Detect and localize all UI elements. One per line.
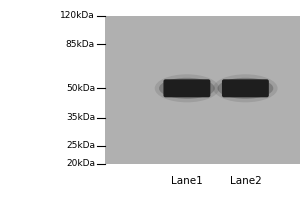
Text: Lane2: Lane2 bbox=[230, 176, 261, 186]
Ellipse shape bbox=[213, 74, 278, 102]
Text: Lane1: Lane1 bbox=[171, 176, 203, 186]
Bar bbox=[105, 16, 300, 164]
Text: 50kDa: 50kDa bbox=[66, 84, 95, 93]
Ellipse shape bbox=[159, 78, 215, 99]
Text: 120kDa: 120kDa bbox=[60, 11, 95, 21]
Text: 25kDa: 25kDa bbox=[66, 141, 95, 150]
Text: 20kDa: 20kDa bbox=[66, 160, 95, 168]
Text: 35kDa: 35kDa bbox=[66, 113, 95, 122]
FancyBboxPatch shape bbox=[222, 79, 269, 97]
Ellipse shape bbox=[218, 78, 273, 99]
Ellipse shape bbox=[155, 74, 219, 102]
Text: 85kDa: 85kDa bbox=[66, 40, 95, 49]
FancyBboxPatch shape bbox=[164, 79, 210, 97]
